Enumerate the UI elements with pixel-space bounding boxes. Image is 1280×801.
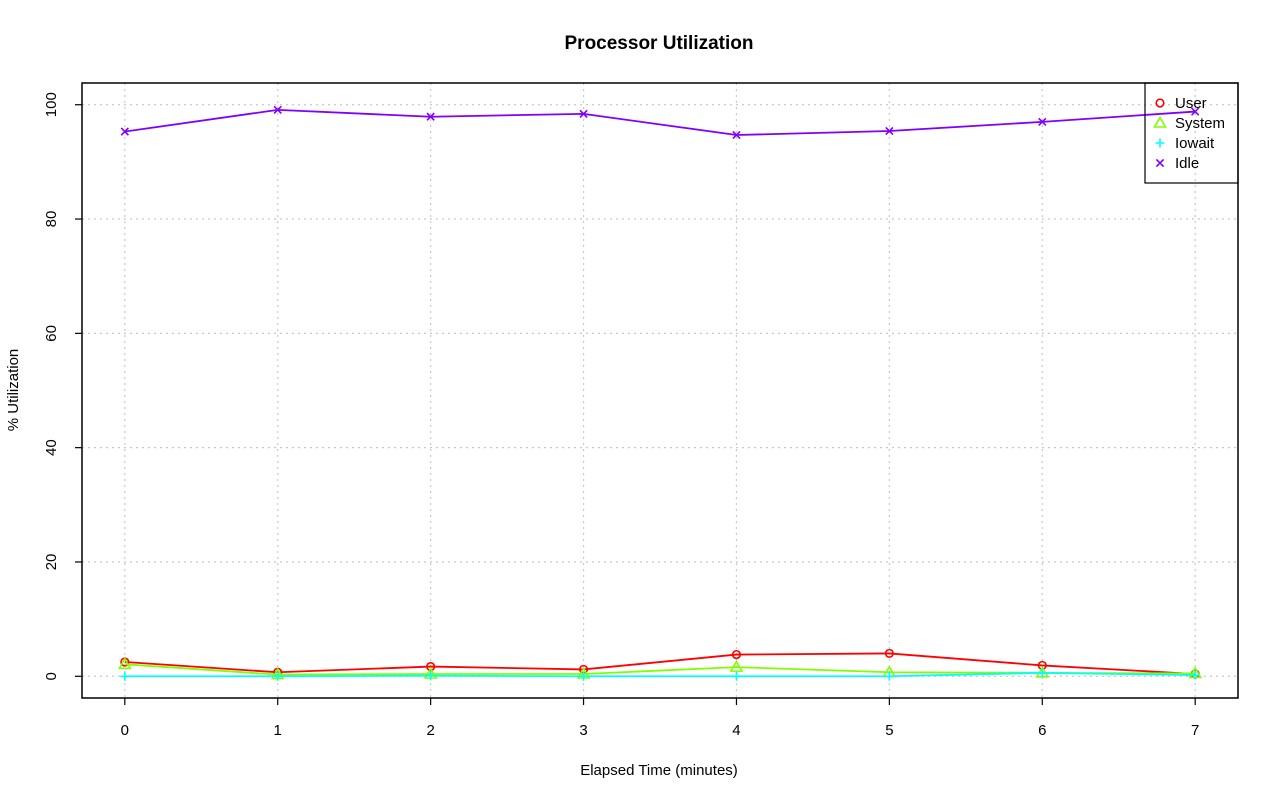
y-tick-label: 20 (43, 554, 60, 571)
y-tick-label: 40 (43, 439, 60, 456)
data-point-iowait (1037, 668, 1047, 678)
x-tick-label: 7 (1191, 722, 1199, 739)
chart-title: Processor Utilization (565, 33, 754, 54)
legend-marker-user (1155, 98, 1165, 108)
x-axis-label: Elapsed Time (minutes) (580, 762, 738, 779)
legend-marker-system (1153, 115, 1167, 128)
legend-box (1144, 82, 1239, 184)
x-tick-label: 1 (274, 722, 282, 739)
legend-item-system: System (1153, 115, 1225, 132)
data-point-idle (1191, 107, 1200, 116)
data-point-iowait (120, 671, 130, 681)
data-point-idle (885, 126, 894, 136)
legend-label-idle: Idle (1175, 155, 1199, 172)
legend-label-iowait: Iowait (1175, 135, 1215, 152)
data-point-idle (1038, 117, 1047, 127)
legend-marker-iowait (1155, 138, 1165, 148)
series-iowait (120, 668, 1200, 681)
data-point-idle (426, 112, 435, 121)
plot-frame (81, 82, 1239, 699)
series-idle (120, 105, 1200, 140)
x-tick-label: 3 (579, 722, 587, 739)
grid-lines (82, 83, 1238, 698)
series-line-iowait (124, 671, 1196, 678)
x-tick-label: 0 (121, 722, 129, 739)
y-tick-label: 100 (43, 92, 60, 117)
data-point-idle (120, 127, 129, 136)
legend-item-idle: Idle (1155, 155, 1199, 172)
series-line-idle (124, 108, 1196, 136)
legend: User System Iowait Idle (1144, 82, 1239, 184)
y-tick-label: 60 (43, 325, 60, 342)
data-point-idle (579, 109, 588, 119)
data-point-system (117, 657, 132, 670)
data-point-user (884, 648, 894, 659)
axes: 0 1 2 3 4 5 6 7 0 20 40 60 80 100 (43, 92, 1199, 739)
data-point-iowait (884, 671, 894, 681)
data-point-iowait (731, 671, 741, 681)
series-line-user (124, 652, 1196, 675)
data-point-iowait (1190, 670, 1200, 680)
x-tick-label: 2 (426, 722, 434, 739)
legend-label-system: System (1175, 115, 1225, 132)
data-point-idle (732, 130, 741, 140)
legend-label-user: User (1175, 95, 1207, 112)
y-axis-label: % Utilization (5, 349, 22, 432)
data-point-iowait (579, 671, 589, 681)
x-tick-label: 5 (885, 722, 893, 739)
data-point-iowait (426, 671, 436, 681)
data-point-iowait (273, 671, 283, 681)
legend-item-iowait: Iowait (1155, 135, 1215, 152)
x-tick-label: 4 (732, 722, 740, 739)
data-point-user (426, 661, 436, 672)
y-tick-label: 80 (43, 211, 60, 228)
data-point-user (731, 649, 742, 660)
data-point-idle (273, 105, 282, 115)
x-tick-label: 6 (1038, 722, 1046, 739)
data-point-system (729, 660, 744, 672)
legend-item-user: User (1155, 95, 1207, 112)
y-tick-label: 0 (43, 672, 60, 680)
series-layer (117, 105, 1203, 681)
legend-marker-idle (1155, 158, 1165, 168)
